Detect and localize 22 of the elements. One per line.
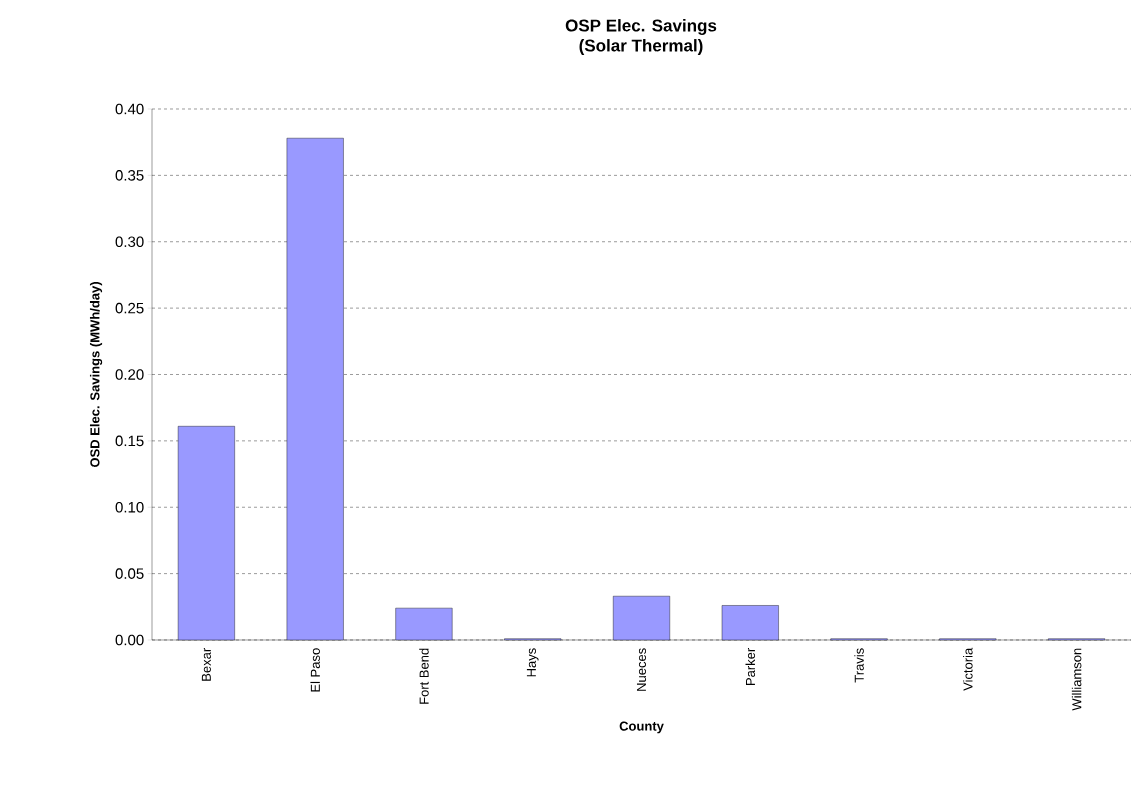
- y-tick-label: 0.35: [115, 170, 144, 181]
- x-tick-label: Victoria: [963, 647, 973, 691]
- y-tick-label: 0.15: [115, 435, 144, 447]
- y-axis-title: OSD Elec. Savings (MWh/day): [89, 282, 103, 468]
- x-tick-label: El Paso: [310, 648, 320, 692]
- y-tick-label: 0.25: [115, 302, 144, 314]
- x-tick-label: Fort Bend: [419, 648, 429, 704]
- x-tick-label: Hays: [526, 648, 539, 677]
- y-tick-label: 0.40: [115, 103, 144, 115]
- x-axis-title: County: [619, 721, 664, 734]
- y-tick-label: 0.05: [115, 568, 144, 579]
- chart-title: OSP Elec. Savings: [565, 19, 717, 35]
- y-tick-label: 0.20: [115, 369, 144, 380]
- x-tick-label: Williamson: [1071, 648, 1082, 711]
- chart-subtitle: (Solar Thermal): [579, 39, 703, 55]
- y-tick-label: 0.10: [115, 501, 144, 513]
- y-tick-label: 0.00: [115, 634, 144, 646]
- y-tick-label: 0.30: [115, 236, 144, 248]
- x-tick-label: Travis: [854, 648, 864, 683]
- x-tick-label: Parker: [745, 648, 756, 686]
- x-tick-label: Bexar: [201, 648, 211, 681]
- x-tick-label: Nueces: [636, 648, 647, 691]
